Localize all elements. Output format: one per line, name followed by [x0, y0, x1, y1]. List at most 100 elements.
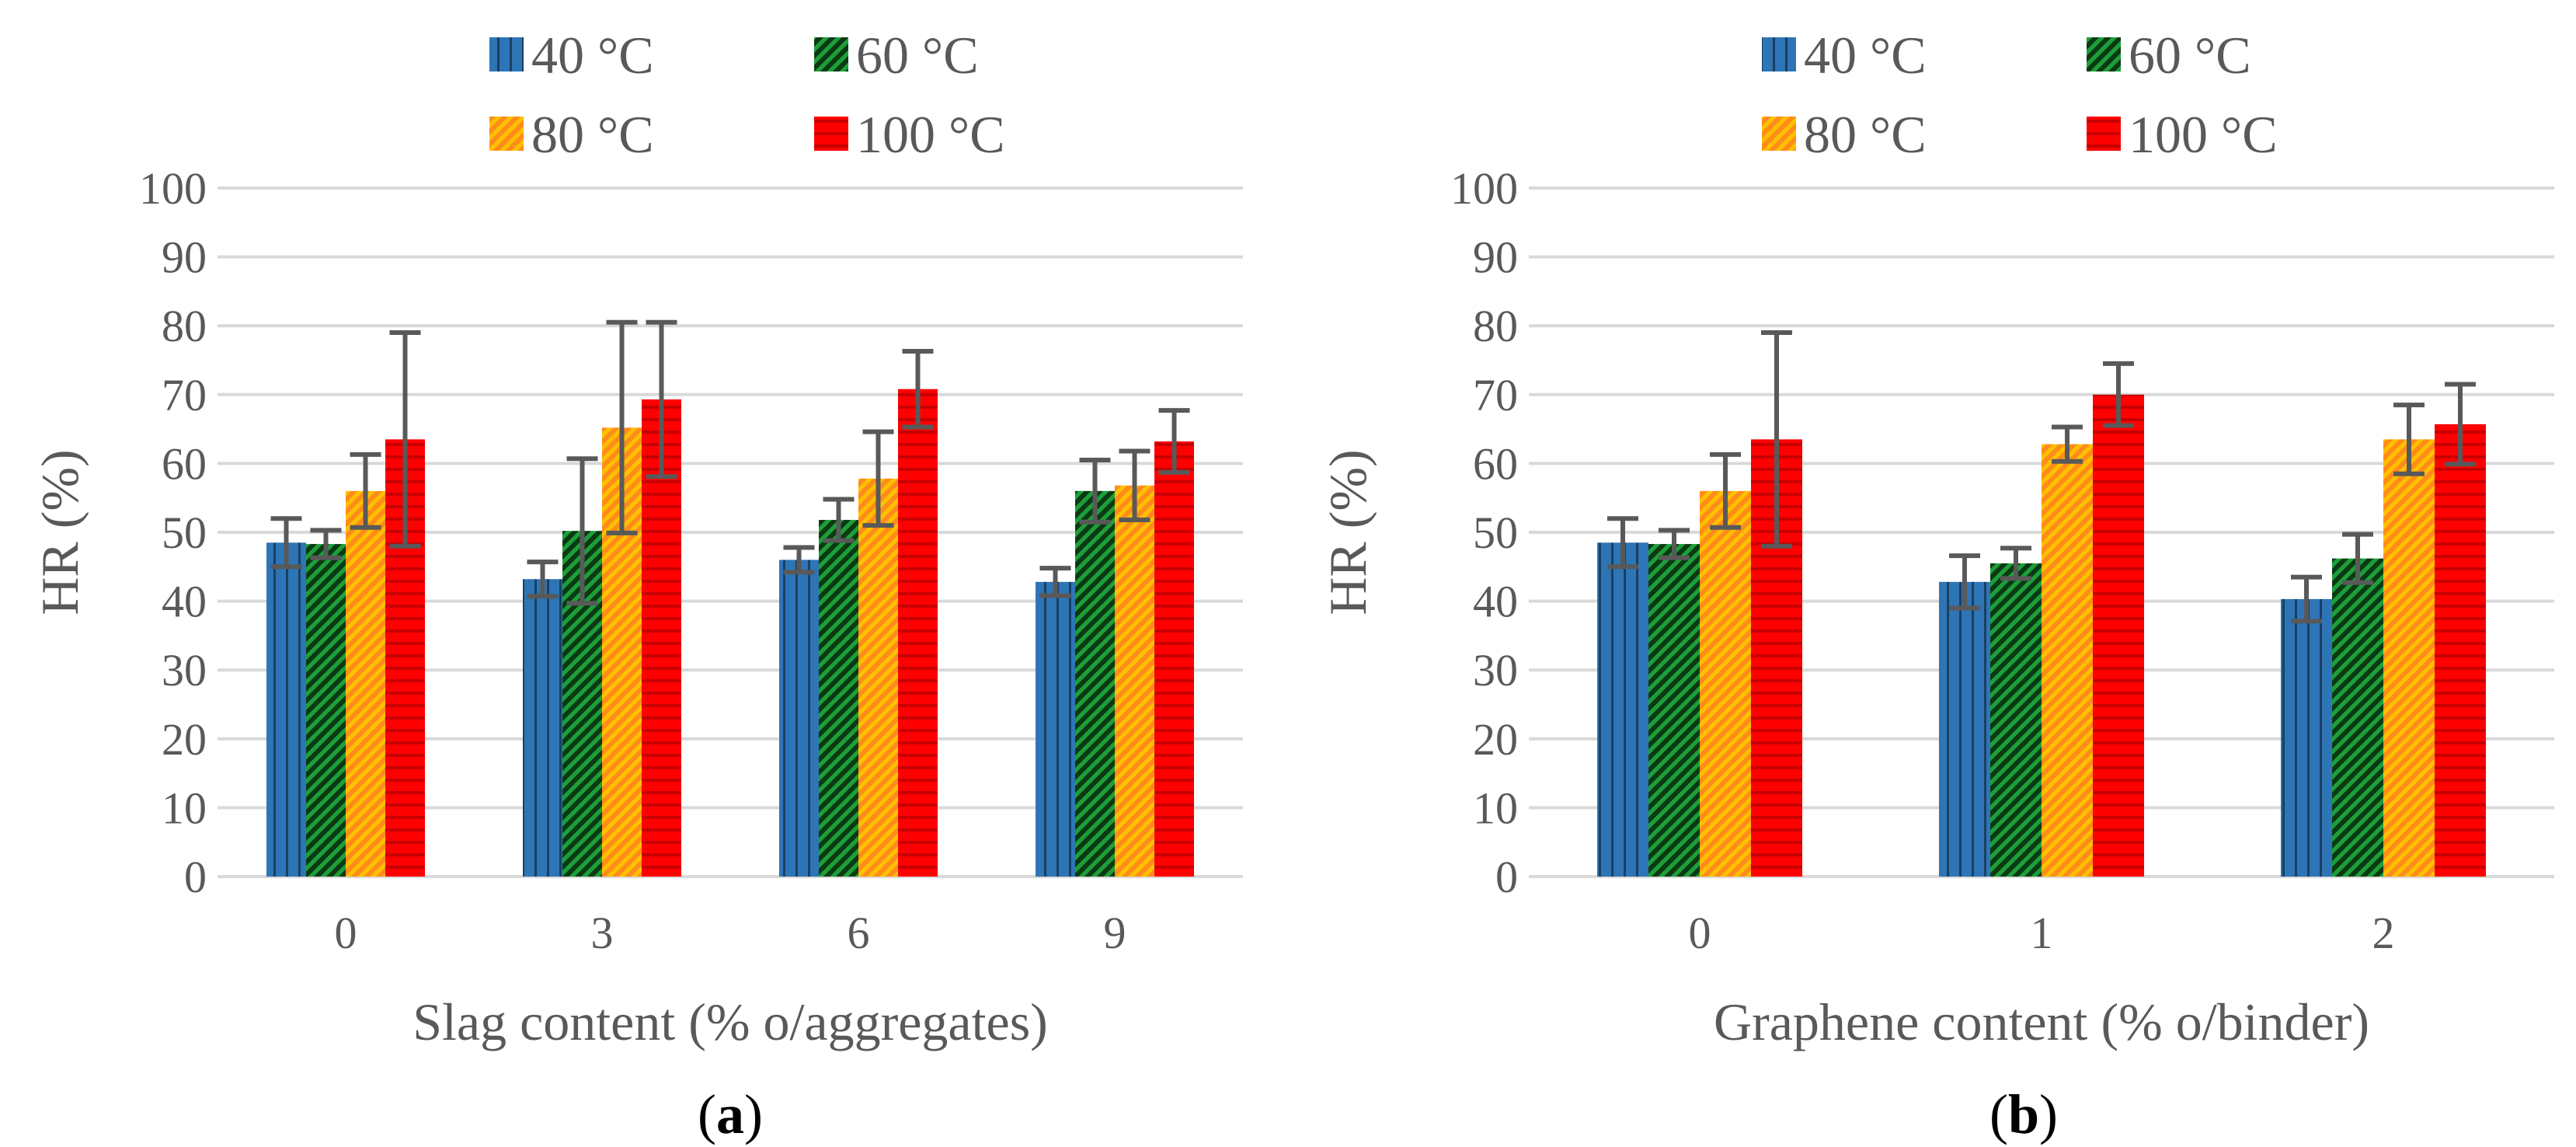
y-tick-label: 30 — [1473, 645, 1518, 696]
legend-item: 40 °C — [489, 26, 654, 85]
legend-swatch — [1762, 37, 1796, 71]
error-bar — [823, 497, 855, 543]
error-bar — [2052, 424, 2083, 464]
error-bar — [2291, 574, 2322, 624]
legend-swatch — [814, 117, 848, 151]
legend-swatch — [2087, 37, 2121, 71]
bar — [779, 560, 819, 877]
y-axis-label: HR (%) — [1318, 449, 1377, 615]
panel-label-a-caption: (a) — [698, 1083, 763, 1145]
legend-label: 80 °C — [531, 105, 654, 164]
x-tick-label: 9 — [1104, 908, 1126, 958]
error-bar — [1761, 330, 1792, 549]
y-tick-label: 80 — [1473, 301, 1518, 351]
error-bar — [2342, 532, 2373, 585]
x-tick-label: 2 — [2372, 908, 2395, 958]
error-bar — [566, 456, 598, 606]
y-tick-label: 20 — [162, 714, 207, 765]
legend-label: 40 °C — [531, 26, 654, 85]
legend-item: 40 °C — [1762, 26, 1927, 85]
y-tick-label: 60 — [1473, 438, 1518, 489]
error-bar — [389, 330, 421, 549]
legend-label: 80 °C — [1804, 105, 1927, 164]
error-bar — [1119, 448, 1150, 523]
error-bar — [1079, 457, 1111, 525]
error-bar — [310, 528, 342, 560]
error-bar — [1949, 553, 1980, 611]
x-tick-label: 1 — [2031, 908, 2053, 958]
y-tick-label: 10 — [1473, 783, 1518, 833]
y-tick-label: 50 — [1473, 507, 1518, 558]
y-tick-label: 50 — [162, 507, 207, 558]
y-tick-label: 0 — [184, 852, 207, 902]
legend-item: 80 °C — [489, 105, 654, 164]
error-bar — [1158, 408, 1190, 475]
x-axis-label: Slag content (% o/aggregates) — [413, 992, 1048, 1051]
legend-swatch — [489, 117, 524, 151]
y-tick-label: 100 — [139, 163, 207, 214]
bar — [1115, 485, 1154, 877]
bar — [2042, 444, 2093, 877]
bar — [1154, 441, 1194, 877]
y-tick-label: 0 — [1495, 852, 1518, 902]
bar — [1648, 544, 1700, 877]
legend-item: 60 °C — [2087, 26, 2251, 85]
bar — [1990, 563, 2042, 877]
error-bar — [2445, 382, 2476, 467]
legend-label: 60 °C — [2129, 26, 2251, 85]
bar — [819, 520, 858, 877]
bar — [2332, 558, 2383, 877]
error-bar — [862, 429, 894, 528]
y-tick-label: 10 — [162, 783, 207, 833]
legend-swatch — [489, 37, 524, 71]
chart-panel-a: 0 10 20 30 40 50 60 70 80 90 100 0 3 6 9 Slag content (… — [30, 26, 1243, 1051]
error-bar — [2103, 361, 2134, 428]
chart-a-svg: 0 10 20 30 40 50 60 70 80 90 100 0 3 6 9 Slag content (… — [30, 26, 1243, 1051]
bar — [898, 389, 938, 877]
chart-panel-b: 0 10 20 30 40 50 60 70 80 90 100 0 1 2 Graphene conten… — [1288, 0, 2576, 1147]
y-tick-label: 80 — [162, 301, 207, 351]
x-tick-label: 0 — [335, 908, 357, 958]
bar — [642, 399, 681, 877]
y-tick-label: 90 — [162, 232, 207, 283]
legend-label: 100 °C — [2129, 105, 2278, 164]
error-bar — [527, 560, 559, 599]
bar — [1036, 581, 1075, 877]
error-bar — [2393, 403, 2425, 476]
x-tick-label: 0 — [1689, 908, 1711, 958]
bar — [2093, 394, 2144, 877]
error-bar — [1607, 516, 1638, 570]
error-bar — [646, 319, 677, 479]
error-bar — [2000, 546, 2031, 581]
bar — [2435, 424, 2486, 877]
error-bar — [902, 348, 934, 430]
error-bar — [1710, 451, 1741, 530]
legend-label: 100 °C — [856, 105, 1005, 164]
bar — [2281, 598, 2332, 877]
bar — [1075, 490, 1115, 877]
legend-label: 60 °C — [856, 26, 979, 85]
error-bar — [783, 545, 815, 575]
bar — [858, 478, 898, 877]
legend-item: 80 °C — [1762, 105, 1927, 164]
legend-label: 40 °C — [1804, 26, 1927, 85]
error-bar — [1039, 566, 1071, 598]
y-tick-label: 20 — [1473, 714, 1518, 765]
bar — [346, 490, 385, 877]
x-tick-label: 3 — [591, 908, 614, 958]
x-tick-label: 6 — [848, 908, 870, 958]
error-bar — [350, 451, 381, 530]
bar — [1597, 542, 1648, 877]
y-tick-label: 70 — [162, 370, 207, 420]
error-bar — [1659, 528, 1690, 560]
bar — [306, 544, 346, 877]
legend-item: 60 °C — [814, 26, 979, 85]
error-bar — [606, 319, 638, 535]
y-tick-label: 40 — [162, 577, 207, 627]
x-axis-label: Graphene content (% o/binder) — [1714, 992, 2369, 1051]
bar — [1700, 490, 1751, 877]
legend-item: 100 °C — [2087, 105, 2278, 164]
y-tick-label: 40 — [1473, 577, 1518, 627]
panel-label-b-caption: (b) — [1989, 1083, 2058, 1145]
